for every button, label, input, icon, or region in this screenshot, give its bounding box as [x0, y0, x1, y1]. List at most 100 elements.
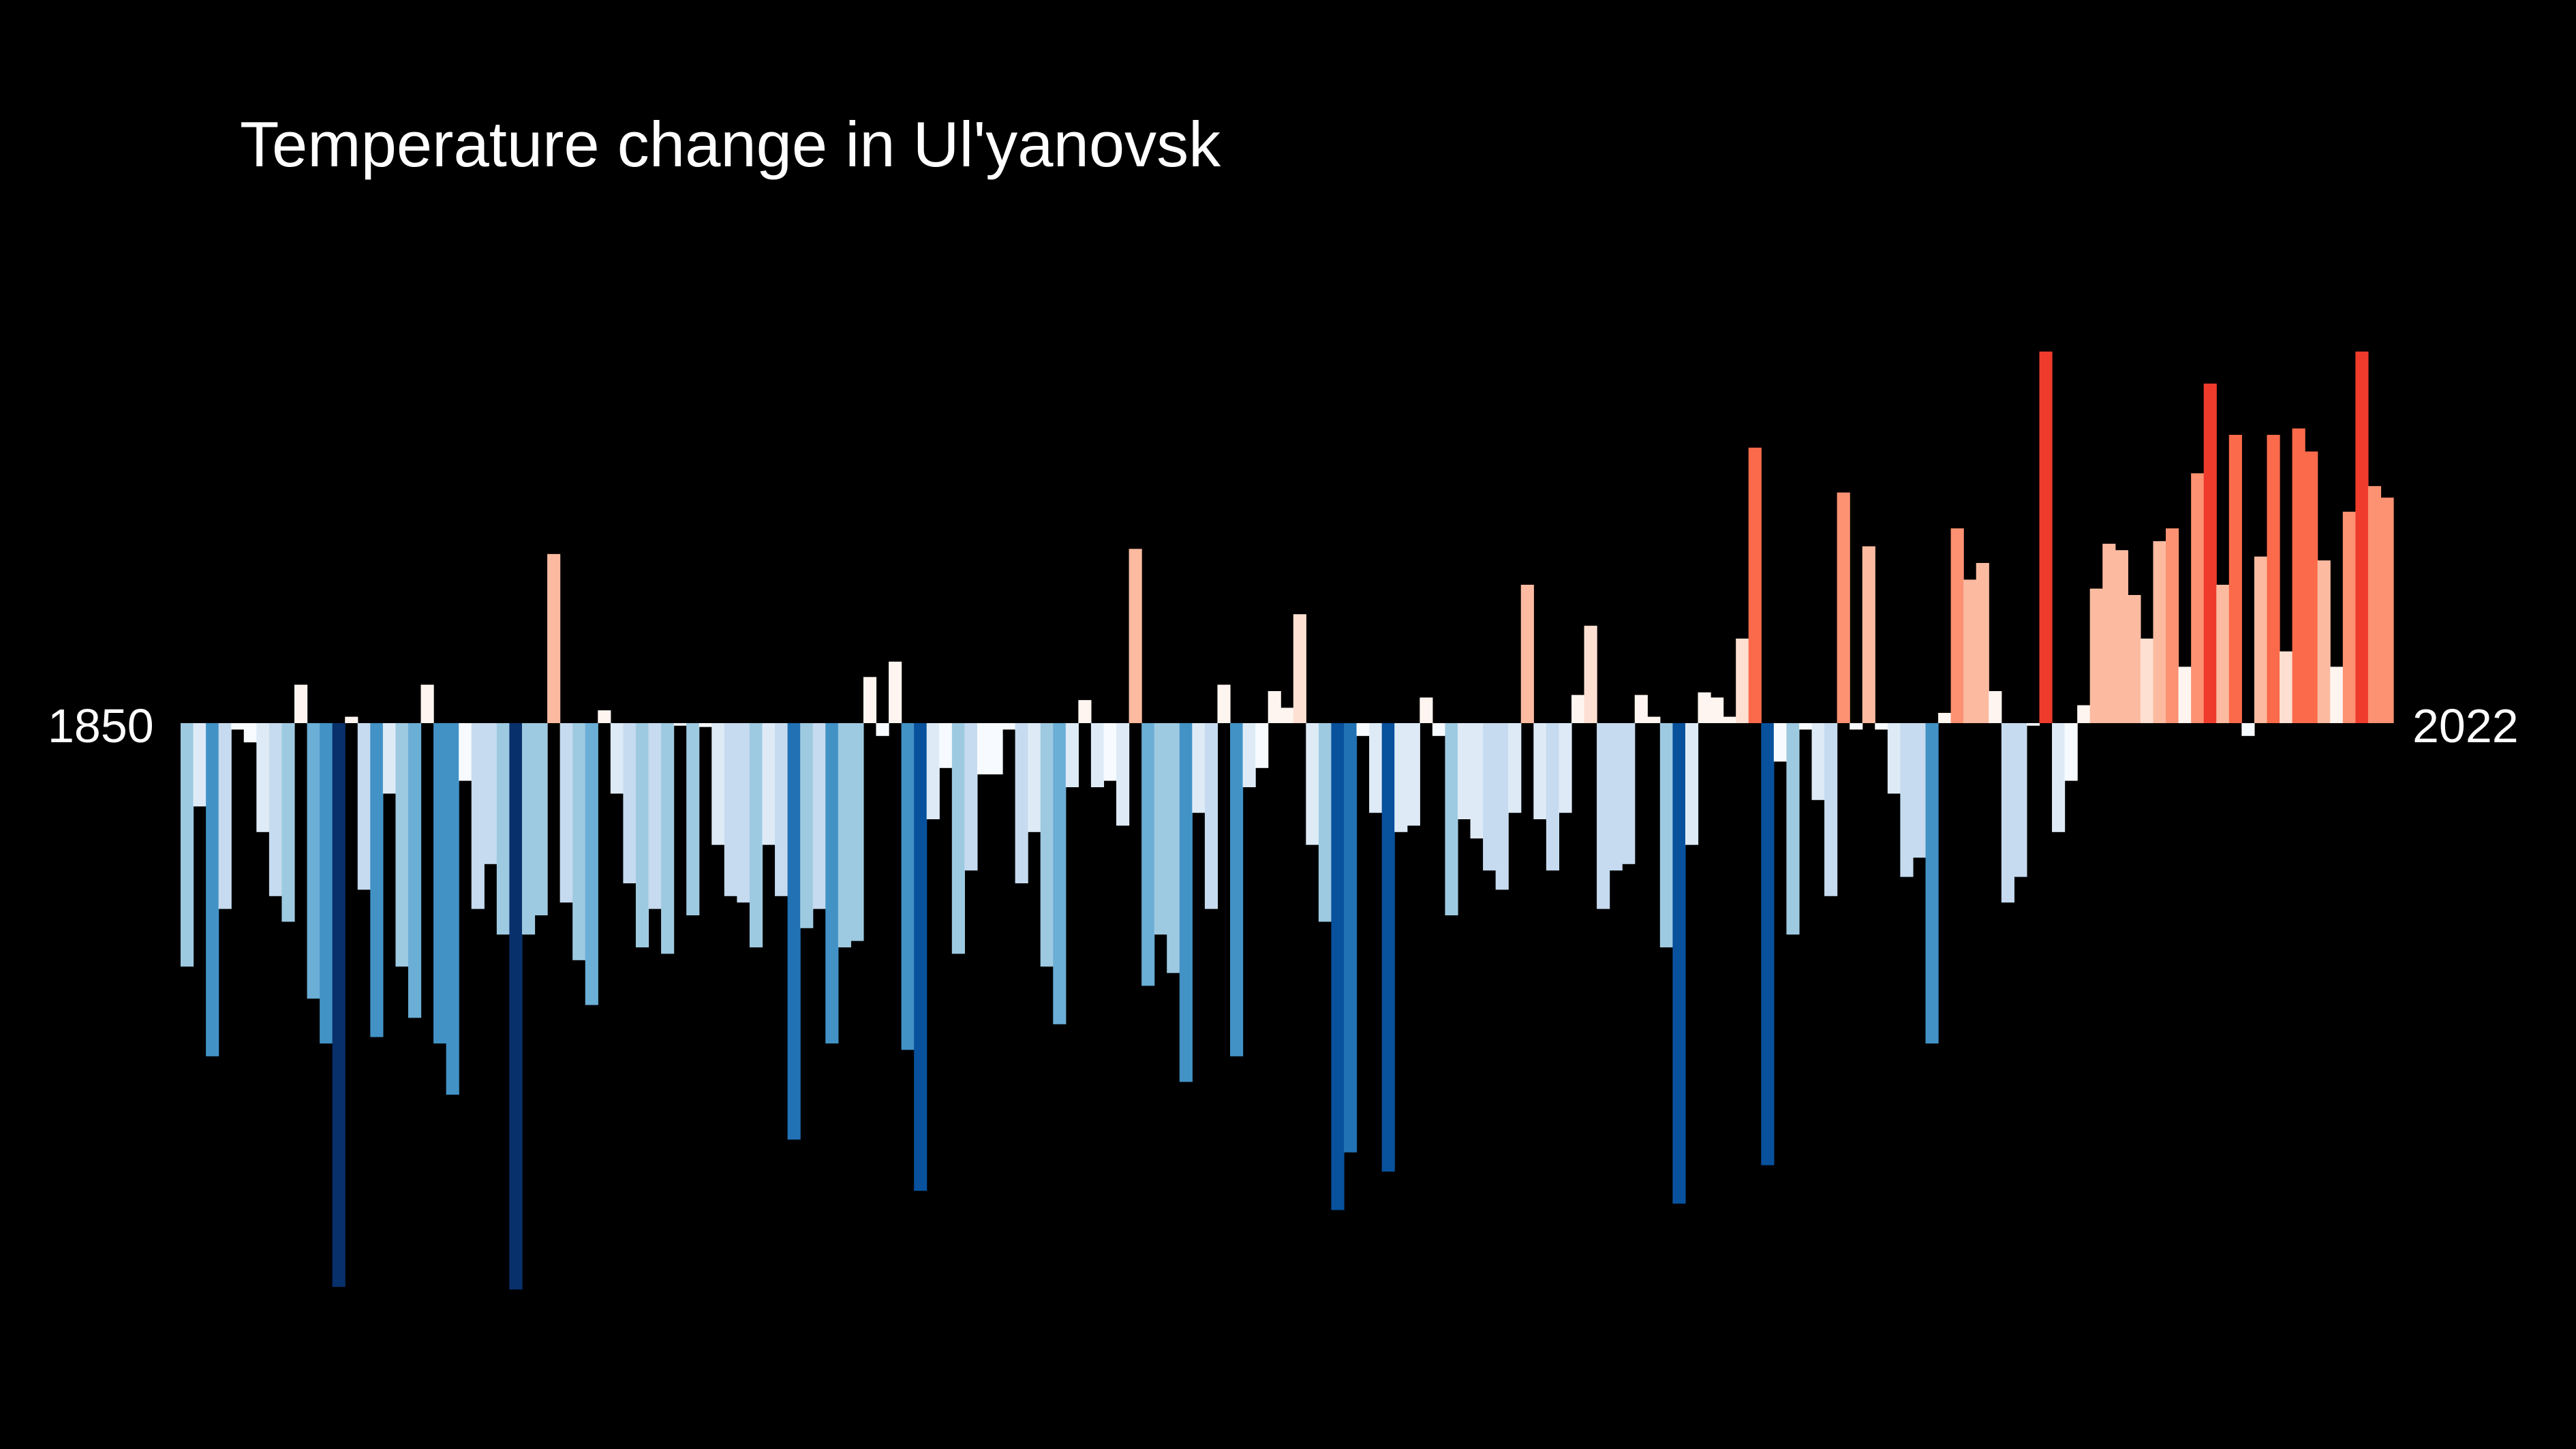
bar-1956 [1520, 584, 1534, 723]
bar-1946 [1394, 723, 1408, 832]
bar-1888 [661, 723, 675, 954]
bar-1917 [1028, 723, 1041, 832]
bar-1947 [1407, 723, 1420, 826]
bar-1999 [2064, 723, 2078, 781]
bar-1998 [2052, 723, 2066, 832]
bar-1988 [1925, 723, 1939, 1043]
bar-1927 [1154, 723, 1167, 935]
bar-1930 [1192, 723, 1206, 813]
bar-1974 [1748, 447, 1762, 723]
bar-1952 [1470, 723, 1484, 839]
bar-1907 [901, 723, 915, 1050]
bar-1908 [914, 723, 927, 1191]
bar-1948 [1420, 697, 1433, 723]
bar-1896 [762, 723, 776, 845]
bar-1893 [724, 723, 737, 896]
chart-title: Temperature change in Ul'yanovsk [240, 108, 1221, 180]
bar-1910 [939, 723, 953, 768]
bar-2021 [2342, 511, 2356, 723]
bar-1940 [1318, 723, 1332, 922]
bar-1923 [1103, 723, 1117, 781]
bar-1961 [1584, 626, 1597, 723]
bar-1894 [737, 723, 750, 903]
bar-1964 [1622, 723, 1636, 864]
bar-1997 [2039, 351, 2053, 723]
bar-1955 [1508, 723, 1522, 813]
bar-1949 [1432, 723, 1446, 736]
bar-1967 [1659, 723, 1673, 947]
bar-1975 [1761, 723, 1775, 1165]
bar-1853 [218, 723, 232, 909]
bar-1931 [1204, 723, 1218, 909]
bar-1877 [521, 723, 536, 935]
bar-1981 [1837, 492, 1850, 723]
bar-1992 [1976, 563, 1989, 723]
bar-1919 [1053, 723, 1067, 1024]
bar-1881 [572, 723, 586, 960]
bar-1995 [2014, 723, 2027, 877]
bar-1920 [1065, 723, 1079, 787]
bar-1963 [1609, 723, 1623, 871]
bar-1909 [926, 723, 940, 819]
bar-1921 [1078, 700, 1092, 723]
bar-1991 [1963, 579, 1977, 723]
bar-1953 [1483, 723, 1497, 871]
bar-1879 [547, 553, 561, 723]
bar-1925 [1129, 549, 1142, 723]
bar-1996 [2026, 723, 2040, 726]
bar-1943 [1356, 723, 1370, 736]
bar-2010 [2203, 383, 2217, 723]
bar-2003 [2115, 550, 2128, 723]
bar-1973 [1736, 638, 1749, 723]
bar-1957 [1533, 723, 1547, 819]
bar-1885 [623, 723, 637, 883]
bar-1912 [964, 723, 978, 871]
bar-1858 [281, 723, 295, 922]
bar-1878 [534, 723, 548, 915]
bar-1904 [863, 677, 877, 723]
bar-1982 [1850, 723, 1863, 730]
bar-2005 [2140, 638, 2154, 723]
bar-1950 [1445, 723, 1458, 915]
bar-2001 [2089, 588, 2103, 723]
bar-1987 [1912, 723, 1927, 858]
bar-1870 [433, 723, 447, 1043]
bar-2009 [2191, 473, 2205, 723]
bar-1928 [1167, 723, 1180, 973]
bar-1993 [1989, 691, 2002, 723]
end-year-label: 2022 [2412, 699, 2519, 752]
bar-1873 [471, 723, 485, 909]
bar-1926 [1141, 723, 1155, 986]
bar-1970 [1698, 692, 1711, 723]
bar-1978 [1798, 723, 1813, 730]
bar-2020 [2330, 667, 2344, 723]
bar-1883 [598, 710, 611, 723]
bar-2004 [2128, 595, 2141, 723]
bar-1876 [509, 723, 523, 1290]
bar-1976 [1773, 723, 1787, 762]
bar-1994 [2001, 723, 2014, 903]
bar-1968 [1672, 723, 1686, 1204]
bar-1891 [699, 723, 712, 727]
bar-1859 [294, 684, 308, 723]
bar-1983 [1862, 546, 1875, 723]
bar-1990 [1950, 528, 1964, 723]
bar-1939 [1306, 723, 1319, 845]
bar-1979 [1811, 723, 1825, 800]
bar-1933 [1230, 723, 1244, 1056]
bar-1863 [345, 716, 358, 723]
bar-2013 [2241, 723, 2255, 736]
bar-1898 [787, 723, 801, 1140]
bar-1954 [1495, 723, 1509, 890]
bar-1899 [800, 723, 814, 928]
bar-1958 [1546, 723, 1560, 871]
bar-1937 [1281, 707, 1294, 723]
bar-1942 [1343, 723, 1358, 1153]
bar-1902 [838, 723, 851, 947]
bar-1865 [370, 723, 384, 1037]
start-year-label: 1850 [48, 699, 154, 752]
bar-1913 [977, 723, 991, 775]
bar-1861 [320, 723, 333, 1043]
bar-1951 [1457, 723, 1471, 819]
